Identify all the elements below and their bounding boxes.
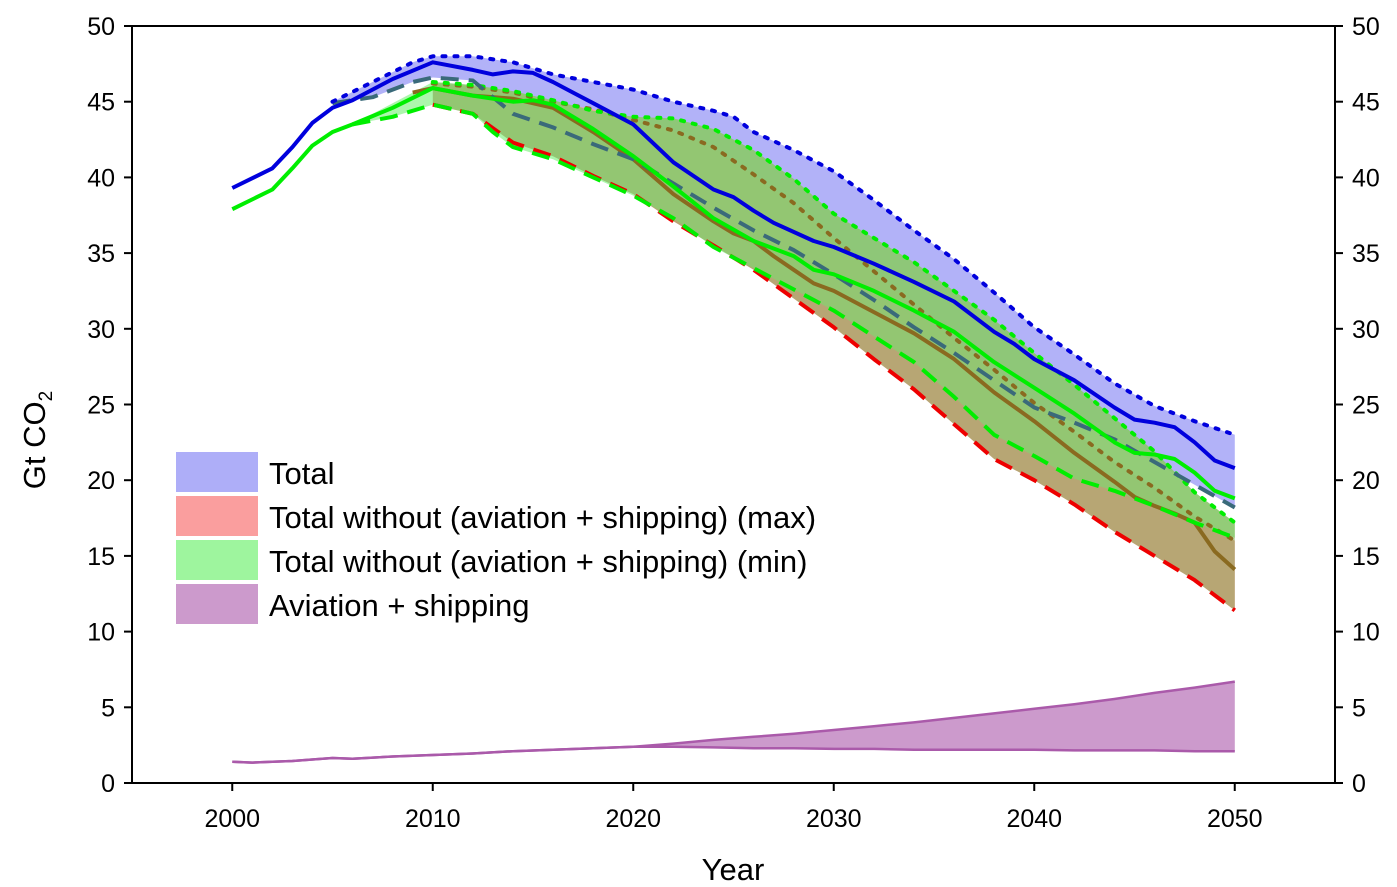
y-tick-label: 50 [87,13,115,41]
y-tick-label: 5 [101,694,115,722]
y-tick-label: 0 [101,770,115,798]
x-tick-label: 2030 [806,805,862,833]
y-tick-label: 35 [87,240,115,268]
axes-layer: 2000 2010 2020 2030 2040 20500510152025303540… [87,13,1380,833]
legend-item-total: Total [176,452,334,492]
series-line-min-low [352,102,1236,540]
series-line-aviation-high [232,680,1235,764]
x-tick-label: 2050 [1207,805,1263,833]
right-y-tick-label: 50 [1352,13,1380,41]
y-tick-label: 10 [87,619,115,647]
y-axis-title-subscript: 2 [36,391,57,402]
band-total [332,56,1235,508]
x-tick-label: 2040 [1006,805,1062,833]
legend-swatch-max [176,496,258,536]
series-line-min-mid [231,86,1236,501]
series-line-total-high [330,54,1237,437]
legend-label-min: Total without (aviation + shipping) (min… [269,544,807,579]
right-y-tick-label: 10 [1352,619,1380,647]
y-tick-label: 15 [87,543,115,571]
series-line-max-low [432,102,1237,612]
legend-item-max: Total without (aviation + shipping) (max… [176,496,816,536]
y-tick-label: 30 [87,316,115,344]
legend-swatch-aviation [176,584,258,624]
y-axis-title-main: Gt CO [17,401,52,489]
legend-label-aviation: Aviation + shipping [269,588,530,623]
line-layer [231,54,1237,764]
y-tick-label: 40 [87,164,115,192]
legend-swatch-min [176,540,258,580]
y-tick-label: 20 [87,467,115,495]
band-aviation [232,681,1235,763]
x-tick-label: 2000 [204,805,260,833]
right-y-tick-label: 35 [1352,240,1380,268]
right-y-tick-label: 20 [1352,467,1380,495]
series-line-total-low [332,75,1236,510]
legend-label-max: Total without (aviation + shipping) (max… [269,500,816,535]
legend-item-aviation: Aviation + shipping [176,584,530,624]
legend: Total Total without (aviation + shipping… [176,452,816,624]
right-y-tick-label: 45 [1352,89,1380,117]
right-y-tick-label: 15 [1352,543,1380,571]
right-y-tick-label: 0 [1352,770,1366,798]
series-line-min-high [430,80,1237,525]
y-axis-title: Gt CO2 [17,391,57,489]
right-y-tick-label: 5 [1352,694,1366,722]
x-axis-title: Year [702,852,765,887]
x-tick-label: 2010 [405,805,461,833]
y-tick-label: 45 [87,89,115,117]
right-y-tick-label: 40 [1352,164,1380,192]
legend-swatch-total [176,452,258,492]
legend-item-min: Total without (aviation + shipping) (min… [176,540,807,580]
legend-label-total: Total [269,456,334,491]
right-y-tick-label: 30 [1352,316,1380,344]
x-tick-label: 2020 [605,805,661,833]
right-y-tick-label: 25 [1352,392,1380,420]
y-tick-label: 25 [87,392,115,420]
series-line-total-mid [231,60,1236,470]
